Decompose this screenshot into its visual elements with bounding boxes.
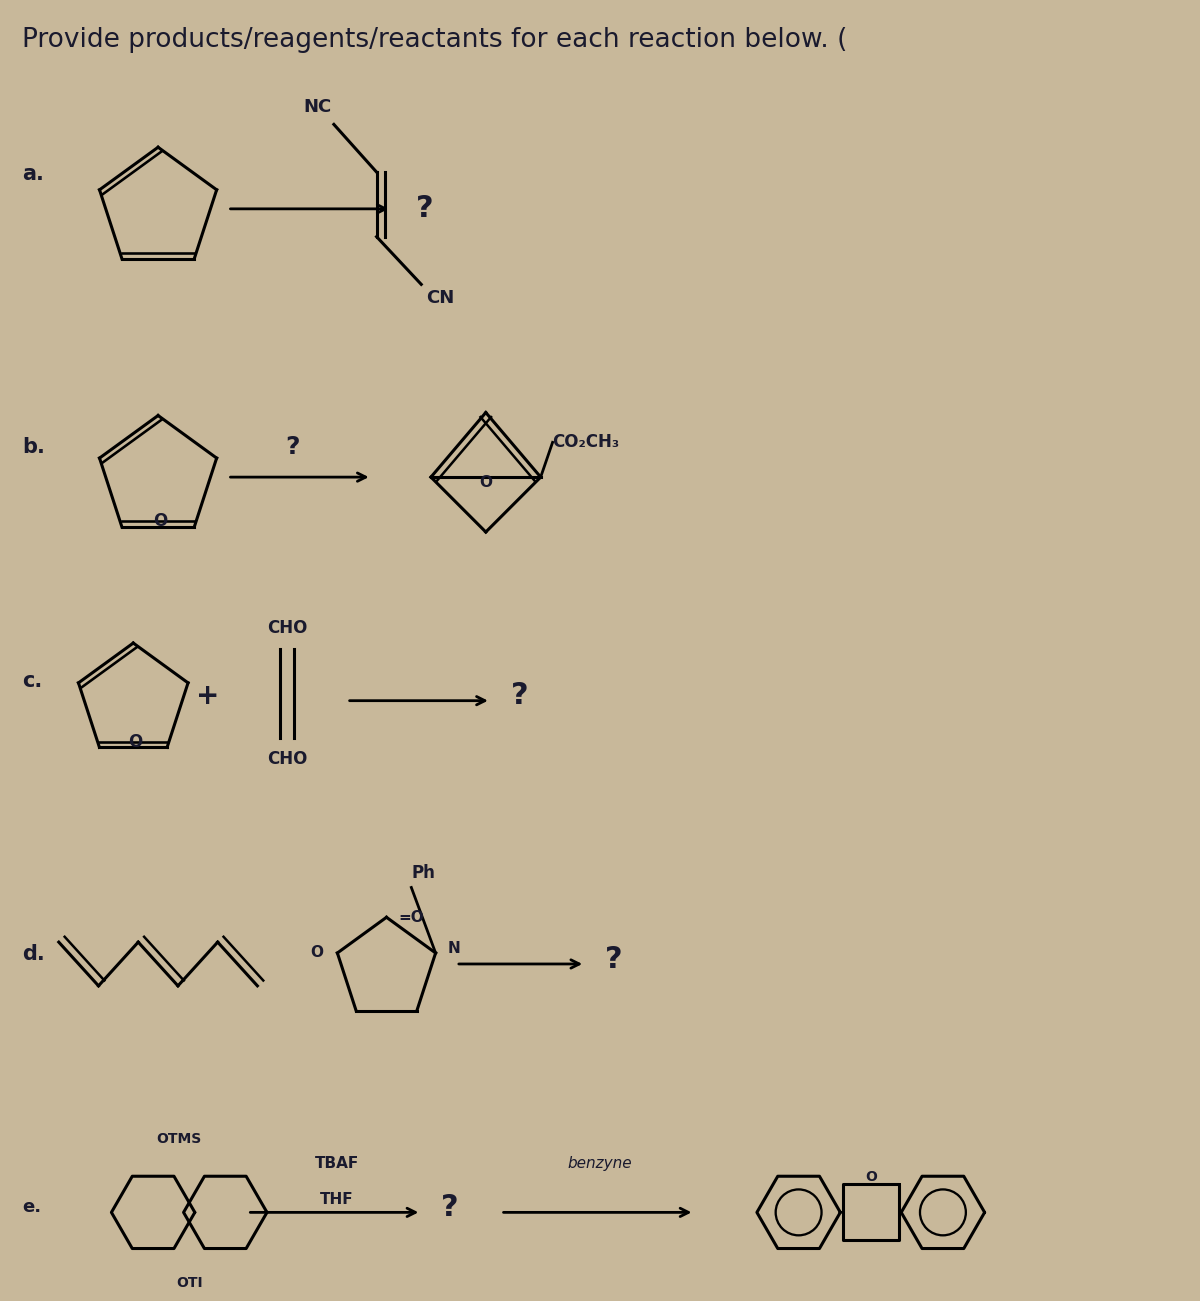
Text: d.: d.	[22, 945, 44, 964]
Text: OTMS: OTMS	[157, 1132, 202, 1146]
Text: ?: ?	[605, 945, 623, 973]
Text: CO₂CH₃: CO₂CH₃	[552, 433, 619, 451]
Text: Ph: Ph	[412, 864, 436, 882]
Text: O: O	[865, 1170, 877, 1184]
Text: =O: =O	[398, 909, 424, 925]
Text: Provide products/reagents/reactants for each reaction below. (: Provide products/reagents/reactants for …	[22, 27, 847, 53]
Text: CHO: CHO	[266, 619, 307, 637]
Text: e.: e.	[22, 1198, 41, 1216]
Text: ?: ?	[416, 194, 434, 224]
Text: CN: CN	[426, 289, 455, 307]
Text: NC: NC	[304, 99, 332, 117]
Text: N: N	[448, 941, 461, 955]
Text: CHO: CHO	[266, 751, 307, 769]
Text: O: O	[152, 513, 167, 531]
Text: O: O	[128, 734, 143, 751]
Text: TBAF: TBAF	[314, 1155, 359, 1171]
Text: a.: a.	[22, 164, 44, 183]
Text: c.: c.	[22, 671, 42, 691]
Text: +: +	[196, 682, 220, 710]
Text: b.: b.	[22, 437, 44, 458]
Text: benzyne: benzyne	[568, 1155, 632, 1171]
Text: ?: ?	[511, 682, 528, 710]
Text: ?: ?	[284, 436, 300, 459]
Text: OTI: OTI	[176, 1276, 203, 1291]
Text: O: O	[311, 946, 324, 960]
Text: ?: ?	[442, 1193, 458, 1222]
Text: THF: THF	[320, 1193, 354, 1207]
Text: O: O	[479, 475, 492, 489]
